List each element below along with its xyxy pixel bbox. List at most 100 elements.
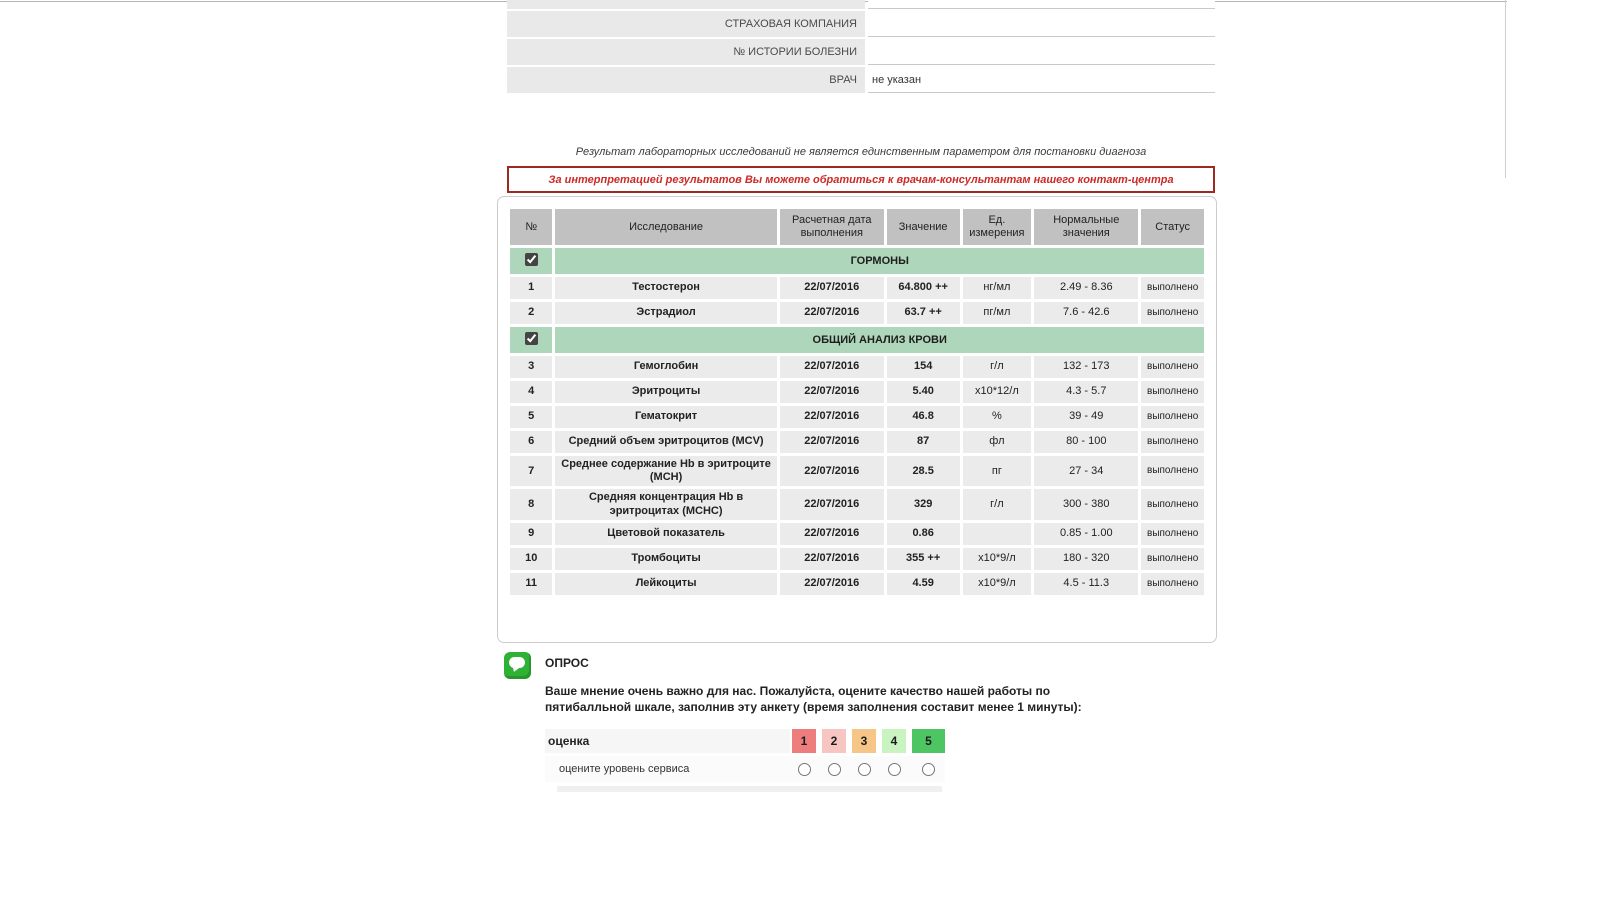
result-cell-num: 2	[510, 302, 553, 324]
result-cell-date: 22/07/2016	[779, 356, 884, 378]
result-cell-date: 22/07/2016	[779, 431, 884, 453]
rating-scale-label: оценка	[545, 729, 790, 753]
results-header-row: № Исследование Расчетная дата выполнения Зн…	[510, 209, 1204, 245]
chat-bubble-shape	[509, 657, 525, 668]
survey-description: Ваше мнение очень важно для нас. Пожалуй…	[545, 684, 1082, 714]
result-cell-name: Тестостерон	[555, 277, 777, 299]
result-cell-norm: 2.49 - 8.36	[1034, 277, 1139, 299]
result-cell-status: выполнено	[1141, 489, 1204, 520]
result-cell-num: 4	[510, 381, 553, 403]
scale-value-cell: 4	[882, 729, 906, 753]
result-cell-num: 10	[510, 547, 553, 570]
survey-rating-radio-1[interactable]	[797, 762, 811, 776]
disclaimer-text: Результат лабораторных исследований не я…	[575, 146, 1147, 158]
result-cell-status: выполнено	[1141, 431, 1204, 453]
result-cell-unit: г/л	[962, 489, 1032, 520]
case-number-input[interactable]	[868, 39, 1215, 65]
group-checkbox[interactable]	[524, 253, 538, 266]
result-cell-norm: 7.6 - 42.6	[1034, 302, 1139, 324]
result-cell-num: 11	[510, 572, 553, 595]
result-cell-date: 22/07/2016	[779, 456, 884, 487]
group-header-row: ГОРМОНЫ	[510, 248, 1204, 274]
result-cell-val: 355 ++	[886, 547, 960, 570]
insurance-company-label: СТРАХОВАЯ КОМПАНИЯ	[507, 11, 865, 37]
result-cell-norm: 4.3 - 5.7	[1034, 381, 1139, 403]
result-cell-norm: 80 - 100	[1034, 431, 1139, 453]
result-cell-status: выполнено	[1141, 302, 1204, 324]
result-cell-norm: 0.85 - 1.00	[1034, 522, 1139, 545]
survey-radio-cell	[882, 756, 906, 782]
next-row-clipped	[557, 786, 942, 792]
result-cell-status: выполнено	[1141, 456, 1204, 487]
doctor-value[interactable]: не указан	[868, 67, 1215, 93]
result-row: 9 Цветовой показатель 22/07/2016 0.86 0.85 -…	[510, 522, 1204, 545]
result-cell-date: 22/07/2016	[779, 522, 884, 545]
result-row: 7 Среднее содержание Hb в эритроците (MCH…	[510, 456, 1204, 487]
result-cell-val: 4.59	[886, 572, 960, 595]
group-header-row: ОБЩИЙ АНАЛИЗ КРОВИ	[510, 327, 1204, 353]
result-cell-unit: x10*9/л	[962, 572, 1032, 595]
form-row-case-number: № ИСТОРИИ БОЛЕЗНИ	[507, 39, 1215, 65]
survey-rating-radio-5[interactable]	[922, 762, 935, 776]
result-cell-val: 5.40	[886, 381, 960, 403]
survey-rating-radio-2[interactable]	[827, 762, 841, 776]
result-cell-unit: г/л	[962, 356, 1032, 378]
result-cell-status: выполнено	[1141, 381, 1204, 403]
result-cell-name: Среднее содержание Hb в эритроците (MCH)	[555, 456, 777, 487]
survey-radio-cell	[852, 756, 876, 782]
survey-chat-icon	[504, 652, 531, 679]
survey-title: ОПРОС	[545, 656, 589, 670]
result-cell-num: 1	[510, 277, 553, 299]
result-row: 4 Эритроциты 22/07/2016 5.40 x10*12/л 4.3 - 5…	[510, 381, 1204, 403]
result-cell-val: 154	[886, 356, 960, 378]
survey-rating-radio-3[interactable]	[857, 762, 871, 776]
results-column-header: Нормальные значения	[1034, 209, 1139, 245]
result-cell-val: 64.800 ++	[886, 277, 960, 299]
result-cell-num: 8	[510, 489, 553, 520]
result-cell-status: выполнено	[1141, 406, 1204, 428]
group-title: ОБЩИЙ АНАЛИЗ КРОВИ	[555, 327, 1204, 353]
result-row: 6 Средний объем эритроцитов (MCV) 22/07/20…	[510, 431, 1204, 453]
survey-rating-radio-4[interactable]	[887, 762, 901, 776]
insurance-company-input[interactable]	[868, 11, 1215, 37]
result-cell-val: 0.86	[886, 522, 960, 545]
result-cell-name: Цветовой показатель	[555, 522, 777, 545]
result-cell-num: 7	[510, 456, 553, 487]
survey-question-row: оцените уровень сервиса	[545, 756, 945, 782]
form-label	[507, 0, 865, 9]
result-cell-norm: 27 - 34	[1034, 456, 1139, 487]
results-column-header: Ед. измерения	[962, 209, 1032, 245]
scale-value-cell: 3	[852, 729, 876, 753]
case-number-label: № ИСТОРИИ БОЛЕЗНИ	[507, 39, 865, 65]
form-value-input[interactable]	[868, 0, 1215, 9]
result-cell-name: Гематокрит	[555, 406, 777, 428]
survey-radio-cells	[792, 756, 945, 782]
group-checkbox[interactable]	[524, 332, 538, 345]
warning-text: За интерпретацией результатов Вы можете …	[548, 173, 1174, 186]
result-row: 8 Средняя концентрация Hb в эритроцитах (…	[510, 489, 1204, 520]
form-row-insurance: СТРАХОВАЯ КОМПАНИЯ	[507, 11, 1215, 37]
results-column-header: Статус	[1141, 209, 1204, 245]
result-cell-name: Эстрадиол	[555, 302, 777, 324]
result-cell-unit: x10*12/л	[962, 381, 1032, 403]
result-cell-status: выполнено	[1141, 522, 1204, 545]
result-row: 10 Тромбоциты 22/07/2016 355 ++ x10*9/л 180 -…	[510, 547, 1204, 570]
survey-section: ОПРОС Ваше мнение очень важно для нас. П…	[504, 648, 1147, 792]
results-column-header: Значение	[886, 209, 960, 245]
result-row: 5 Гематокрит 22/07/2016 46.8% 39 - 49 выполне…	[510, 406, 1204, 428]
result-cell-name: Средняя концентрация Hb в эритроцитах (M…	[555, 489, 777, 520]
page-right-divider	[1505, 0, 1506, 178]
result-cell-name: Тромбоциты	[555, 547, 777, 570]
group-title: ГОРМОНЫ	[555, 248, 1204, 274]
results-table: № Исследование Расчетная дата выполнения Зн…	[507, 206, 1207, 598]
results-column-header: Исследование	[555, 209, 777, 245]
result-cell-status: выполнено	[1141, 572, 1204, 595]
result-cell-norm: 4.5 - 11.3	[1034, 572, 1139, 595]
doctor-label: ВРАЧ	[507, 67, 865, 93]
results-panel: № Исследование Расчетная дата выполнения Зн…	[497, 196, 1217, 643]
result-cell-num: 3	[510, 356, 553, 378]
result-cell-val: 28.5	[886, 456, 960, 487]
